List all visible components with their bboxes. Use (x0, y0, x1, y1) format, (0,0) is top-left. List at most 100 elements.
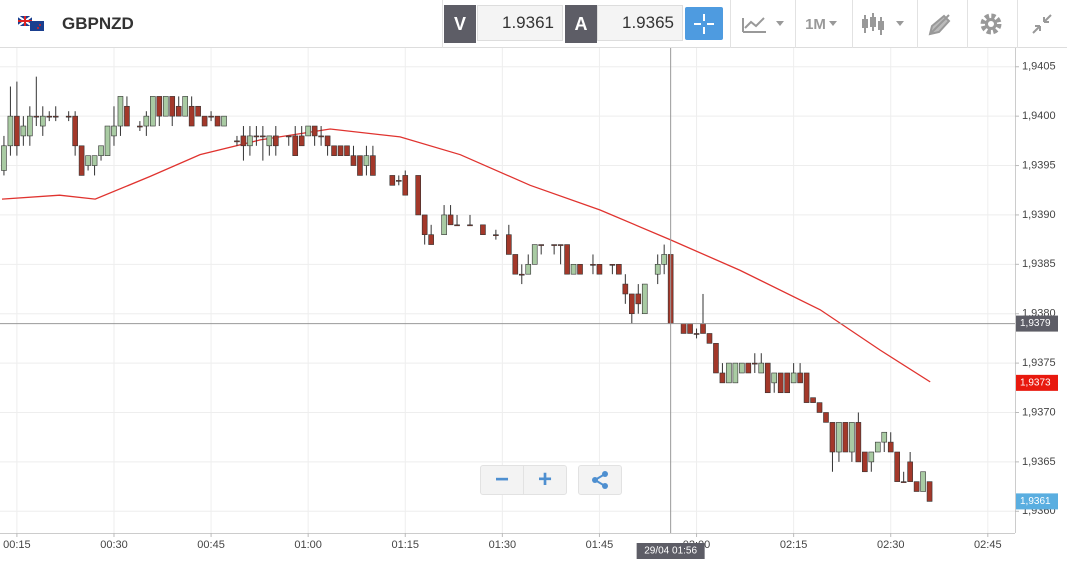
candle-body (700, 323, 706, 334)
candle-body (771, 372, 778, 384)
y-tick-label: 1,9385 (1022, 258, 1056, 270)
candle-body (91, 155, 98, 166)
x-tick-label: 01:30 (489, 539, 517, 551)
candle-body (234, 140, 240, 143)
toolbar: GBPNZD V 1.9361 A 1.9365 1M (0, 0, 1067, 48)
candle-body (395, 180, 402, 182)
candle-body (253, 135, 260, 138)
candle-body (803, 372, 810, 403)
candle-body (874, 441, 881, 453)
candle-body (318, 135, 324, 138)
candle-body (577, 264, 583, 275)
candle-body (518, 273, 525, 276)
candle-body (687, 323, 693, 334)
settings-button[interactable] (977, 11, 1005, 37)
x-tick-label: 00:15 (3, 539, 31, 551)
candle-body (758, 362, 765, 374)
candle-body (14, 115, 20, 147)
candle-body (590, 264, 596, 266)
candle-body (557, 244, 564, 246)
timeframe-button[interactable]: 1M (800, 14, 845, 34)
candle-body (609, 264, 616, 266)
candle-body (570, 264, 577, 275)
candle-body (201, 115, 208, 127)
candle-body (65, 115, 72, 118)
candle-body (214, 115, 221, 127)
y-tick-label: 1,9400 (1022, 110, 1056, 122)
y-tick-label: 1,9375 (1022, 357, 1056, 369)
candle-body (78, 145, 85, 176)
candle-body (124, 105, 130, 127)
candle-body (661, 254, 667, 265)
x-tick-label: 02:45 (974, 539, 1002, 551)
candle-body (680, 323, 687, 334)
candle-body (421, 214, 428, 235)
candle-body (849, 422, 855, 453)
crosshair-x-label-box (636, 543, 705, 559)
candle-body (616, 264, 622, 275)
draw-button[interactable] (925, 12, 955, 36)
x-tick-label: 01:00 (294, 539, 322, 551)
candle-body (143, 115, 150, 127)
candle-body (298, 135, 305, 147)
candle-body (881, 431, 888, 443)
price-marker-label: 1,9361 (1020, 496, 1051, 507)
candle-type-button[interactable] (860, 12, 910, 36)
share-button[interactable] (578, 465, 622, 495)
bid-label: V (444, 5, 476, 43)
candle-body (104, 125, 111, 156)
timeframe: 1M (805, 15, 826, 33)
candle-body (693, 333, 700, 335)
candle-body (732, 362, 739, 384)
candle-body (829, 422, 836, 453)
y-tick-label: 1,9405 (1022, 61, 1056, 73)
candle-body (85, 155, 91, 166)
candle-body (357, 155, 363, 176)
zoom-in-button[interactable]: + (523, 465, 567, 495)
candle-body (39, 115, 46, 127)
chart-type-button[interactable] (740, 12, 790, 36)
crosshair-x-label: 29/04 01:56 (644, 546, 697, 557)
candle-body (156, 96, 163, 117)
candle-body (111, 125, 117, 137)
candle-body (208, 115, 214, 118)
candle-body (900, 481, 907, 483)
candle-body (525, 264, 532, 275)
chart: 1,93601,93651,93701,93751,93801,93851,93… (0, 48, 1058, 559)
candle-body (629, 293, 635, 315)
candle-body (370, 155, 376, 176)
crosshair-button[interactable] (685, 7, 723, 40)
candle-body (777, 372, 784, 394)
candle-body (635, 293, 642, 305)
candle-body (810, 397, 816, 403)
candle-body (641, 283, 648, 315)
collapse-button[interactable] (1028, 11, 1056, 37)
symbol: GBPNZD (62, 14, 134, 33)
candle-body (221, 115, 227, 127)
candle-body (162, 96, 169, 117)
candle-body (324, 135, 331, 147)
candle-body (273, 135, 279, 147)
y-tick-label: 1,9365 (1022, 456, 1056, 468)
candle-body (493, 234, 499, 236)
y-tick-label: 1,9360 (1022, 505, 1056, 517)
zoom-out-button[interactable]: − (480, 465, 524, 495)
y-tick-label: 1,9370 (1022, 406, 1056, 418)
x-tick-label: 02:30 (877, 539, 905, 551)
candle-body (150, 96, 156, 127)
candle-body (137, 125, 143, 128)
candle-body (285, 135, 292, 138)
candle-body (862, 451, 868, 473)
candle-body (117, 96, 124, 127)
candle-body (1, 145, 7, 171)
candle-body (331, 145, 337, 156)
candle-body (402, 175, 409, 196)
candle-body (790, 372, 797, 384)
candle-body (797, 372, 803, 384)
candle-body (428, 234, 434, 245)
ask-price: 1.9365 (597, 5, 683, 41)
candle-body (907, 461, 913, 482)
candle-body (739, 362, 745, 374)
candle-body (506, 234, 512, 255)
